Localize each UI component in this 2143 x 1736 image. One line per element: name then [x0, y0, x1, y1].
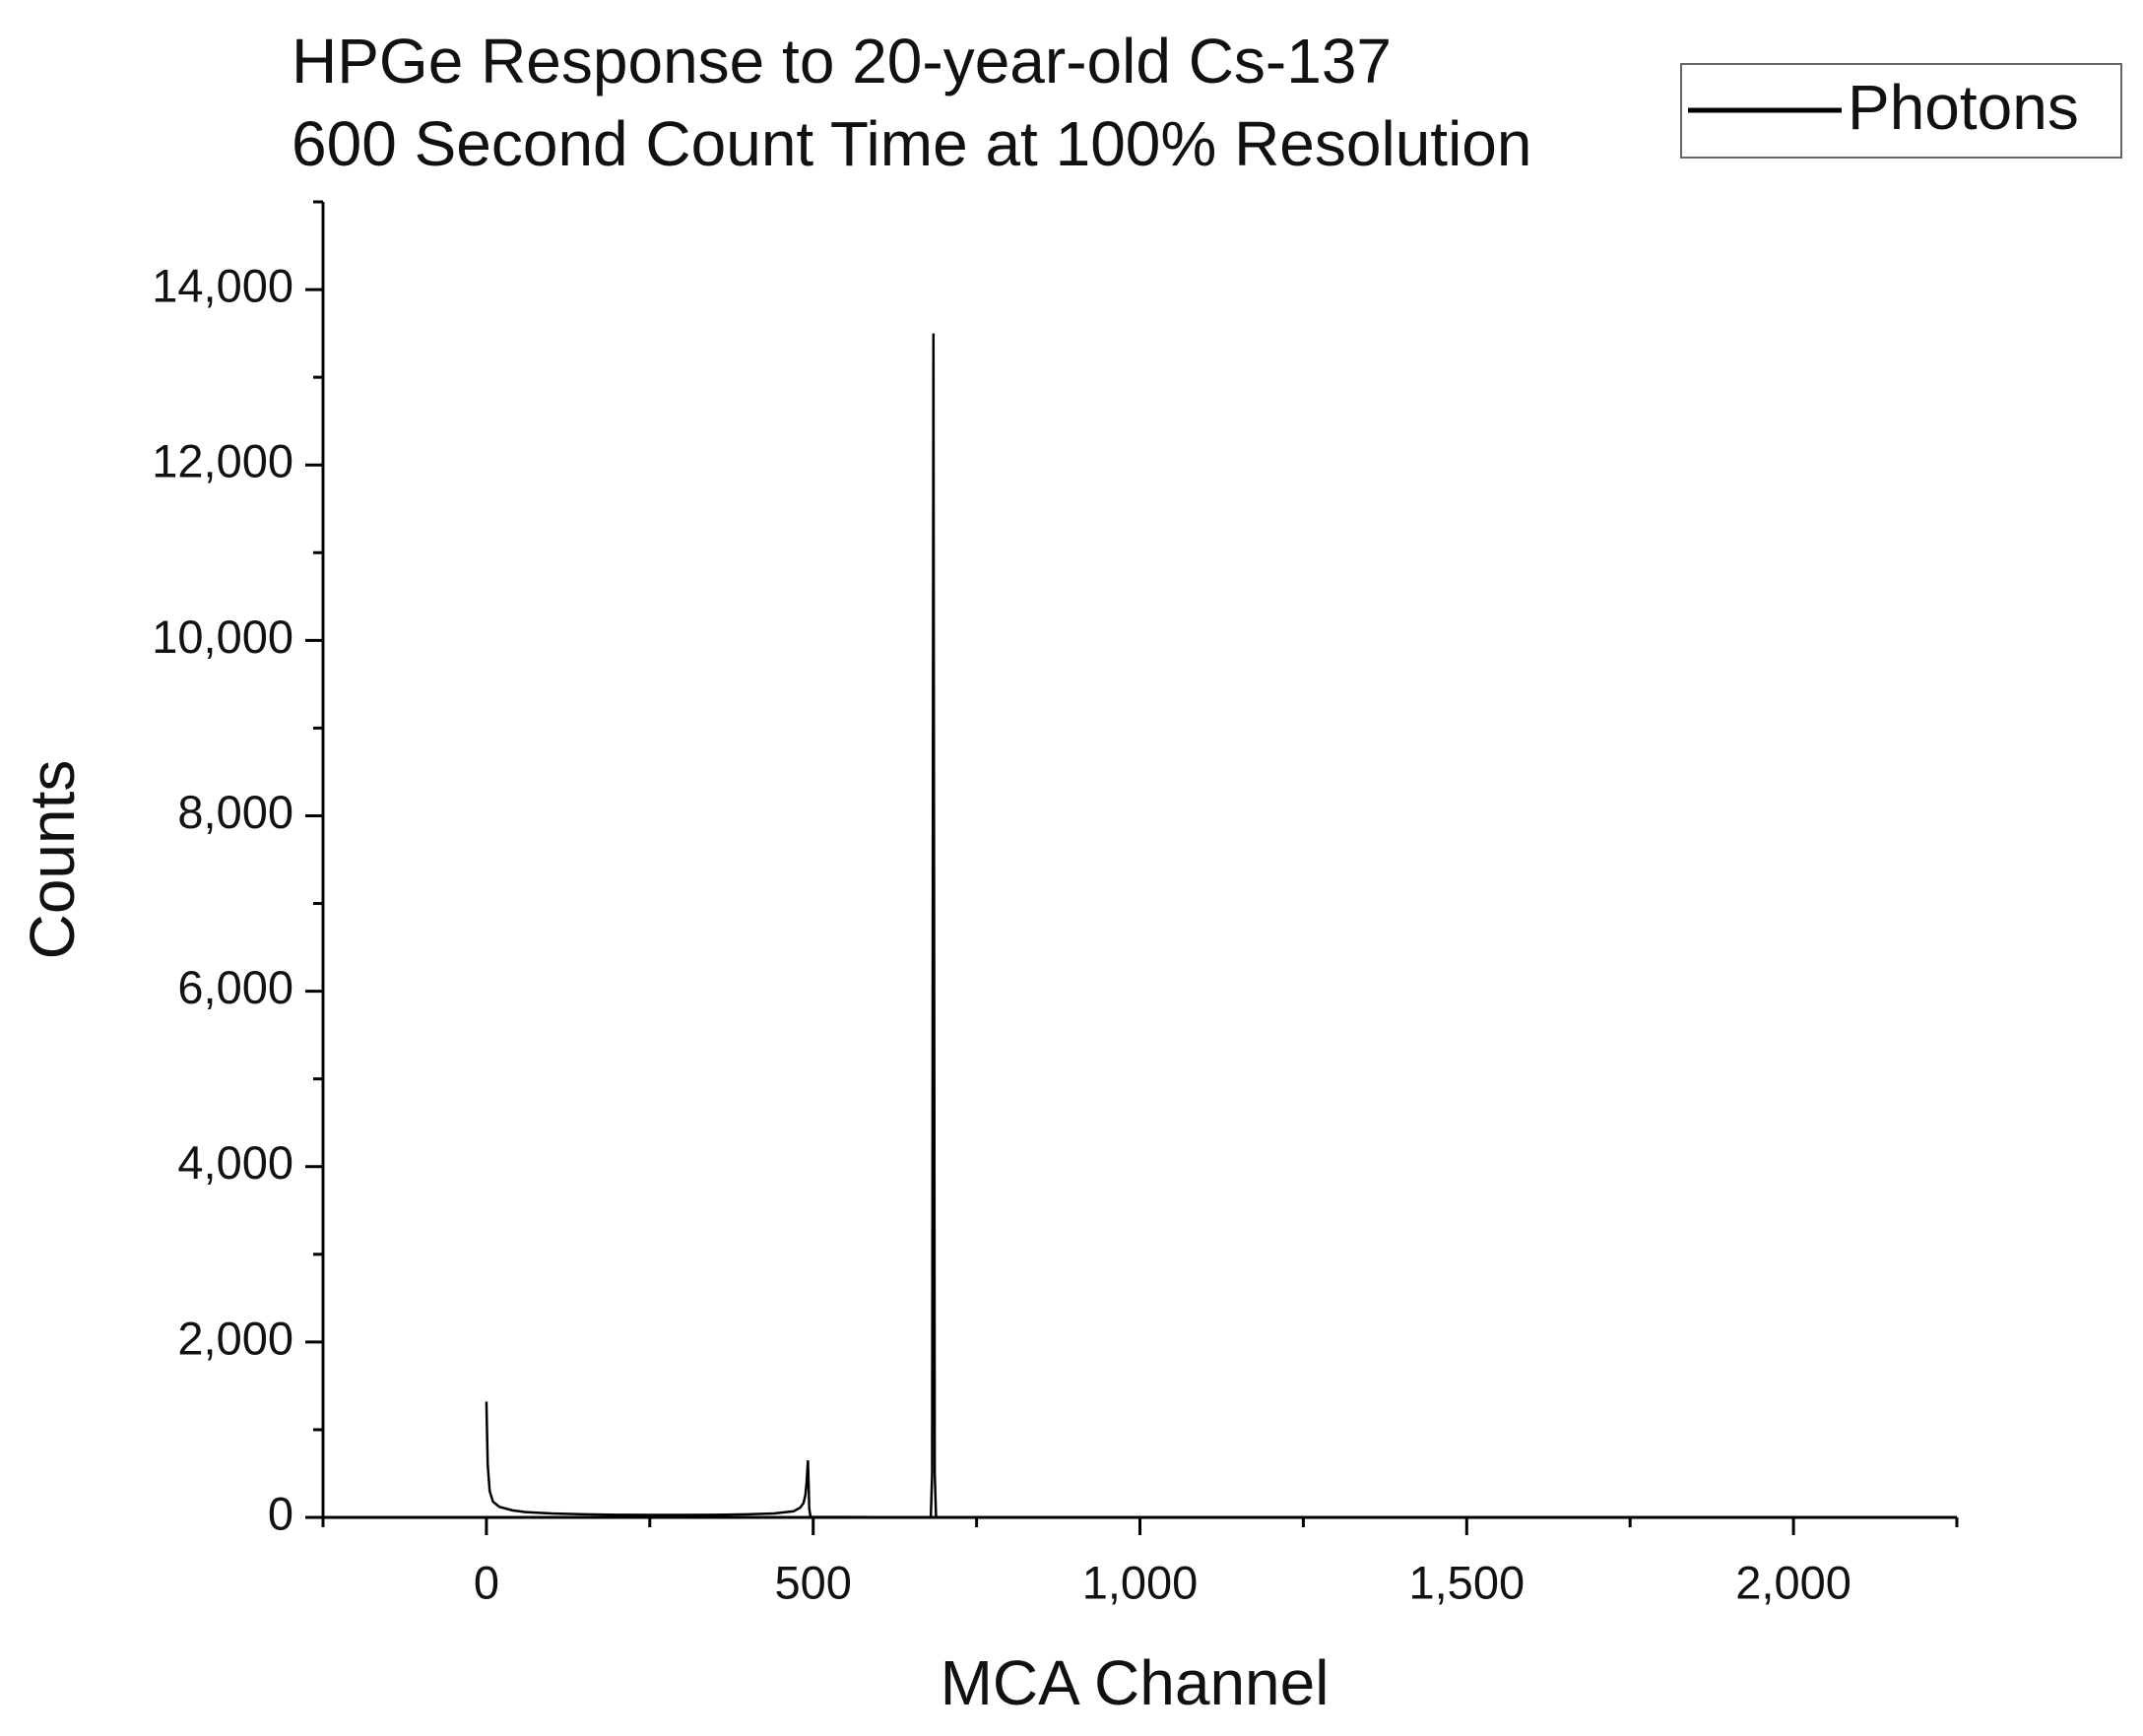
- y-tick-label: 8,000: [177, 786, 293, 838]
- y-tick-label: 14,000: [152, 259, 293, 311]
- x-tick-label: 1,000: [1082, 1556, 1199, 1608]
- x-tick-label: 1,500: [1408, 1556, 1525, 1608]
- x-axis-label: MCA Channel: [941, 1647, 1330, 1718]
- x-tick-label: 0: [474, 1556, 499, 1608]
- y-tick-label: 6,000: [177, 961, 293, 1013]
- y-tick-label: 2,000: [177, 1312, 293, 1364]
- y-tick-label: 10,000: [152, 611, 293, 663]
- x-tick-label: 500: [774, 1556, 851, 1608]
- x-tick-label: 2,000: [1735, 1556, 1851, 1608]
- y-tick-label: 0: [268, 1487, 293, 1539]
- chart-title: HPGe Response to 20-year-old Cs-137: [292, 26, 1392, 96]
- legend-label: Photons: [1848, 72, 2079, 143]
- chart-subtitle: 600 Second Count Time at 100% Resolution: [292, 108, 1531, 179]
- y-tick-label: 12,000: [152, 435, 293, 487]
- y-tick-label: 4,000: [177, 1136, 293, 1189]
- data-line: [485, 333, 1825, 1519]
- y-axis-label: Counts: [17, 760, 88, 960]
